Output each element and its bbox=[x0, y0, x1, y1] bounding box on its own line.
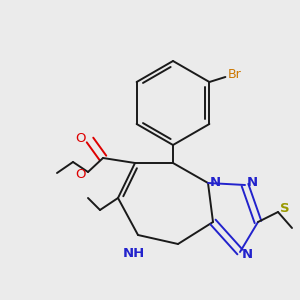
Text: NH: NH bbox=[123, 247, 145, 260]
Text: N: N bbox=[210, 176, 221, 190]
Text: N: N bbox=[247, 176, 258, 190]
Text: Br: Br bbox=[227, 68, 241, 80]
Text: O: O bbox=[76, 167, 86, 181]
Text: O: O bbox=[76, 131, 86, 145]
Text: S: S bbox=[280, 202, 290, 214]
Text: N: N bbox=[242, 248, 253, 260]
